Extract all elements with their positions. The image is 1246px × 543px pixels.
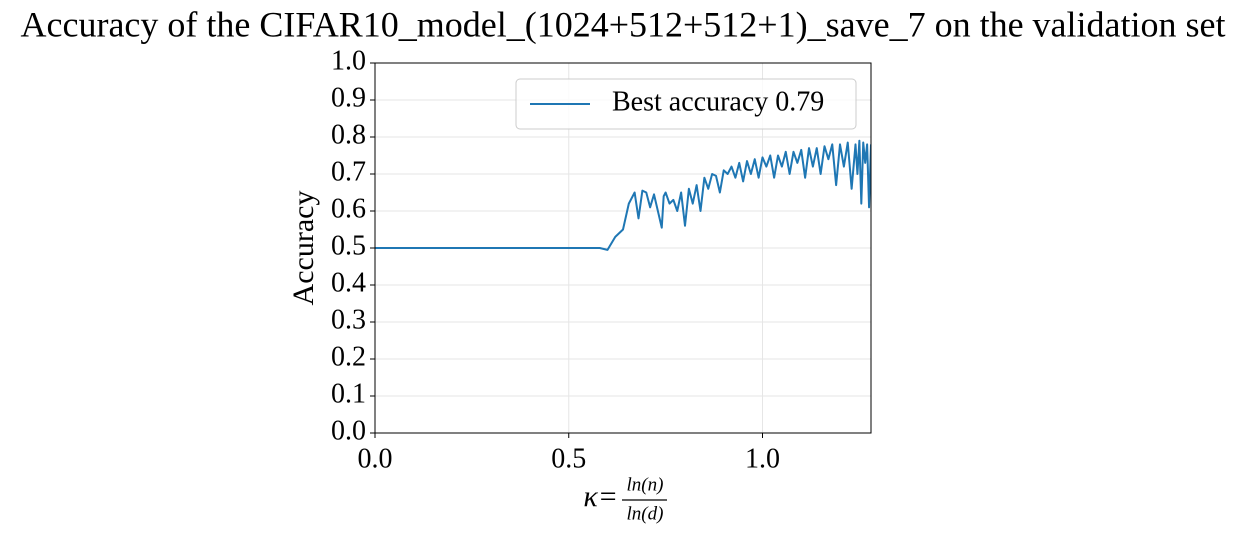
y-tick-label: 0.8 (331, 119, 366, 150)
y-axis-label: Accuracy (287, 191, 320, 306)
y-tick-label: 0.6 (331, 193, 366, 224)
x-tick-label: 0.0 (358, 443, 393, 474)
data-line (375, 139, 871, 251)
y-tick-label: 0.7 (331, 156, 366, 187)
y-tick-label: 1.0 (331, 45, 366, 76)
chart-title: Accuracy of the CIFAR10_model_(1024+512+… (21, 4, 1226, 44)
y-tick-label: 0.4 (331, 267, 366, 298)
x-tick-label: 1.0 (745, 443, 780, 474)
legend-box (515, 78, 857, 130)
y-tick-label: 0.1 (331, 378, 366, 409)
y-tick-label: 0.0 (331, 415, 366, 446)
x-axis-label-numerator: ln(n) (627, 474, 664, 495)
y-tick-label: 0.5 (331, 230, 366, 261)
y-tick-label: 0.3 (331, 304, 366, 335)
x-axis-label: κ= (583, 480, 618, 513)
y-tick-label: 0.2 (331, 341, 366, 372)
legend-label: Best accuracy 0.79 (612, 86, 824, 117)
y-tick-label: 0.9 (331, 82, 366, 113)
x-axis-label-denominator: ln(d) (627, 503, 664, 524)
plot-frame (374, 62, 872, 434)
x-tick-label: 0.5 (551, 443, 586, 474)
